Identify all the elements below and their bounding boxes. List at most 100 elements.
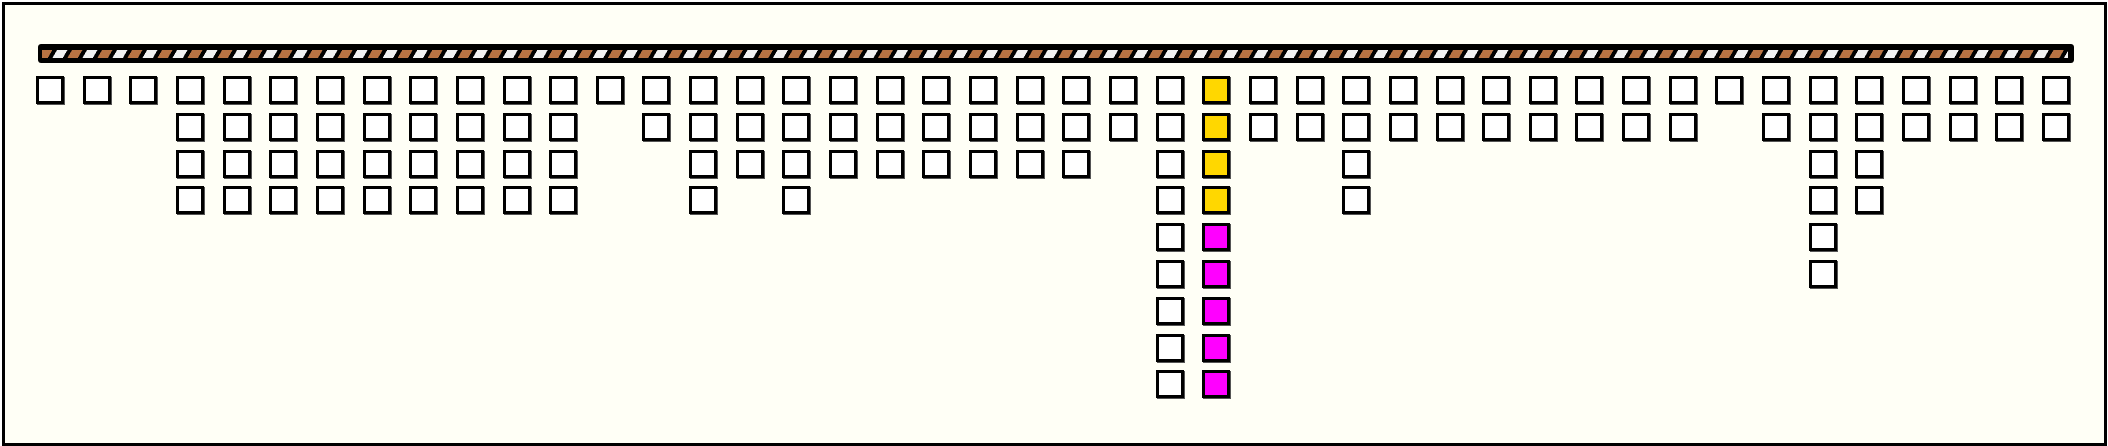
cell[interactable] (315, 186, 344, 215)
cell[interactable] (175, 149, 204, 178)
cell[interactable] (875, 149, 904, 178)
cell[interactable] (1155, 333, 1184, 362)
cell[interactable] (689, 112, 718, 141)
cell[interactable] (1808, 260, 1837, 288)
cell[interactable] (1015, 112, 1044, 141)
cell[interactable] (1015, 149, 1044, 178)
cell[interactable] (1388, 76, 1417, 104)
cell[interactable] (875, 112, 904, 141)
cell[interactable] (1855, 186, 1884, 215)
cell[interactable] (1902, 76, 1930, 104)
cell[interactable] (1342, 76, 1371, 104)
cell[interactable] (1995, 76, 2024, 104)
cell[interactable] (269, 186, 298, 215)
cell[interactable] (1155, 149, 1184, 178)
cell[interactable] (969, 149, 997, 178)
cell[interactable] (409, 76, 438, 104)
cell-yellow[interactable] (1202, 76, 1231, 104)
cell[interactable] (362, 112, 391, 141)
cell[interactable] (269, 149, 298, 178)
cell[interactable] (222, 149, 251, 178)
cell[interactable] (595, 76, 624, 104)
cell[interactable] (1015, 76, 1044, 104)
cell[interactable] (362, 76, 391, 104)
cell[interactable] (922, 76, 951, 104)
cell[interactable] (782, 149, 811, 178)
cell[interactable] (642, 112, 671, 141)
cell[interactable] (1762, 112, 1791, 141)
cell[interactable] (502, 149, 531, 178)
cell[interactable] (455, 149, 484, 178)
cell[interactable] (175, 76, 204, 104)
cell[interactable] (1575, 112, 1604, 141)
cell[interactable] (1435, 112, 1464, 141)
cell[interactable] (1855, 76, 1884, 104)
cell[interactable] (129, 76, 158, 104)
cell[interactable] (922, 112, 951, 141)
cell[interactable] (1108, 112, 1137, 141)
cell[interactable] (1482, 76, 1511, 104)
cell[interactable] (1948, 112, 1977, 141)
cell[interactable] (1808, 149, 1837, 178)
cell[interactable] (1482, 112, 1511, 141)
cell[interactable] (1762, 76, 1791, 104)
cell[interactable] (315, 149, 344, 178)
cell[interactable] (1808, 223, 1837, 252)
cell[interactable] (269, 76, 298, 104)
cell[interactable] (1295, 112, 1324, 141)
cell[interactable] (1855, 112, 1884, 141)
cell[interactable] (409, 112, 438, 141)
cell[interactable] (455, 186, 484, 215)
cell-magenta[interactable] (1202, 223, 1231, 252)
cell[interactable] (829, 112, 858, 141)
cell[interactable] (1435, 76, 1464, 104)
cell[interactable] (1248, 112, 1277, 141)
cell[interactable] (1108, 76, 1137, 104)
cell[interactable] (689, 186, 718, 215)
cell[interactable] (362, 149, 391, 178)
cell[interactable] (689, 149, 718, 178)
cell[interactable] (642, 76, 671, 104)
cell[interactable] (315, 76, 344, 104)
cell[interactable] (1155, 296, 1184, 325)
cell-magenta[interactable] (1202, 333, 1231, 362)
cell[interactable] (1295, 76, 1324, 104)
cell[interactable] (782, 112, 811, 141)
cell[interactable] (1342, 112, 1371, 141)
cell[interactable] (549, 112, 578, 141)
cell[interactable] (2041, 112, 2070, 141)
cell-magenta[interactable] (1202, 260, 1231, 288)
cell[interactable] (969, 76, 997, 104)
cell[interactable] (1668, 112, 1697, 141)
cell-yellow[interactable] (1202, 112, 1231, 141)
cell[interactable] (829, 149, 858, 178)
cell[interactable] (549, 149, 578, 178)
cell[interactable] (362, 186, 391, 215)
cell[interactable] (1062, 149, 1091, 178)
cell[interactable] (782, 186, 811, 215)
cell[interactable] (1062, 76, 1091, 104)
cell-magenta[interactable] (1202, 370, 1231, 399)
cell[interactable] (455, 76, 484, 104)
cell[interactable] (409, 186, 438, 215)
cell[interactable] (175, 112, 204, 141)
cell[interactable] (502, 76, 531, 104)
cell[interactable] (1808, 112, 1837, 141)
cell[interactable] (222, 112, 251, 141)
cell[interactable] (1155, 112, 1184, 141)
cell[interactable] (969, 112, 997, 141)
cell[interactable] (2041, 76, 2070, 104)
cell[interactable] (222, 76, 251, 104)
cell[interactable] (1155, 370, 1184, 399)
cell[interactable] (1622, 76, 1651, 104)
cell[interactable] (502, 186, 531, 215)
cell[interactable] (549, 76, 578, 104)
cell[interactable] (175, 186, 204, 215)
cell[interactable] (1808, 76, 1837, 104)
cell[interactable] (1995, 112, 2024, 141)
cell[interactable] (1948, 76, 1977, 104)
cell[interactable] (829, 76, 858, 104)
cell[interactable] (1528, 112, 1557, 141)
cell[interactable] (269, 112, 298, 141)
cell[interactable] (1155, 223, 1184, 252)
